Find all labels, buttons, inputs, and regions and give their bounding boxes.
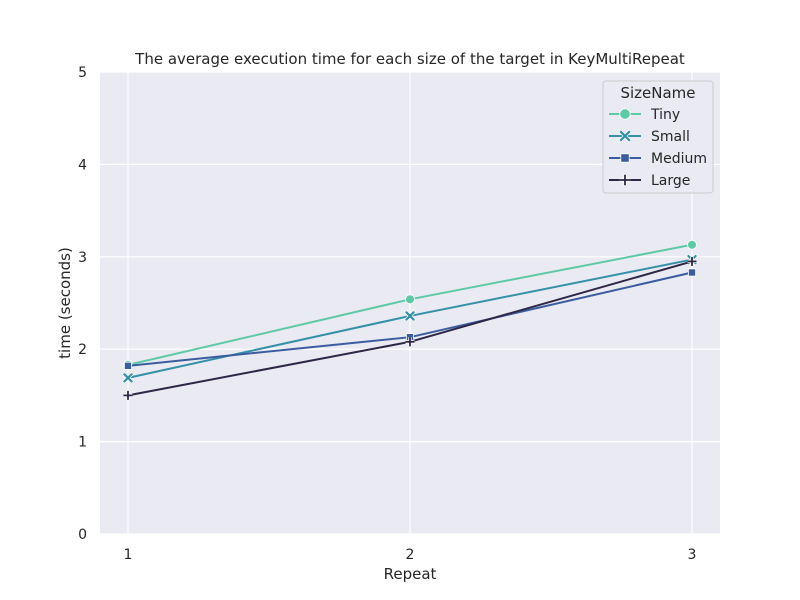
y-tick-label: 1	[78, 435, 87, 451]
y-tick-label: 5	[78, 65, 87, 81]
data-point-medium	[124, 361, 133, 370]
legend-marker	[620, 153, 630, 163]
marker-stroke	[405, 311, 415, 321]
legend-item-tiny: Tiny	[609, 107, 680, 123]
legend-marker	[619, 174, 631, 186]
legend-label: Tiny	[650, 107, 680, 123]
data-point-small	[404, 310, 416, 322]
x-axis-title: Repeat	[384, 565, 437, 583]
marker-stroke	[619, 130, 631, 142]
legend-label: Medium	[651, 151, 707, 167]
legend-items: Tiny Small Medium Large	[609, 107, 707, 189]
data-point-large	[687, 256, 697, 266]
data-point-medium	[688, 268, 697, 277]
x-axis-ticks: 1 2 3	[124, 547, 697, 563]
legend-title: SizeName	[620, 84, 695, 102]
chart-title: The average execution time for each size…	[134, 50, 685, 68]
y-tick-label: 3	[78, 250, 87, 266]
y-tick-label: 2	[78, 342, 87, 358]
data-point-large	[405, 337, 415, 347]
legend-marker	[619, 108, 631, 120]
y-tick-label: 4	[78, 157, 87, 173]
series-lines	[122, 239, 698, 400]
legend-item-small: Small	[609, 129, 690, 145]
data-point-tiny	[405, 294, 415, 305]
legend-box	[602, 80, 714, 194]
y-tick-label: 0	[78, 527, 87, 543]
series-medium	[124, 268, 697, 370]
x-tick-label: 2	[406, 547, 415, 563]
legend-label: Small	[651, 129, 690, 145]
marker-stroke	[123, 373, 133, 383]
x-tick-label: 3	[688, 547, 697, 563]
legend: SizeName Tiny Small Medium Large	[602, 80, 714, 194]
x-tick-label: 1	[124, 547, 133, 563]
data-point-small	[122, 372, 134, 384]
legend-item-large: Large	[609, 173, 690, 189]
data-point-tiny	[687, 239, 697, 250]
legend-label: Large	[651, 173, 690, 189]
data-point-large	[123, 390, 133, 400]
y-axis-title: time (seconds)	[56, 247, 74, 359]
legend-item-medium: Medium	[609, 151, 707, 167]
y-axis-ticks: 0 1 2 3 4 5	[78, 65, 87, 543]
series-large	[123, 256, 697, 400]
legend-marker	[618, 130, 632, 142]
